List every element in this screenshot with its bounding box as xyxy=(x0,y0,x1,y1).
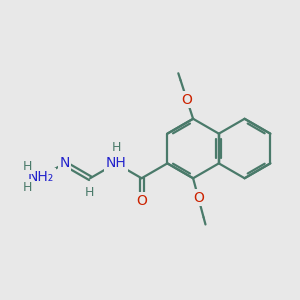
Text: NH₂: NH₂ xyxy=(28,170,54,184)
Text: NH: NH xyxy=(106,156,126,170)
Text: H: H xyxy=(112,141,121,154)
Text: O: O xyxy=(136,194,147,208)
Text: O: O xyxy=(193,191,204,205)
Text: H: H xyxy=(22,160,32,173)
Text: H: H xyxy=(85,186,94,199)
Text: O: O xyxy=(182,93,192,106)
Text: N: N xyxy=(59,156,70,170)
Text: H: H xyxy=(22,181,32,194)
